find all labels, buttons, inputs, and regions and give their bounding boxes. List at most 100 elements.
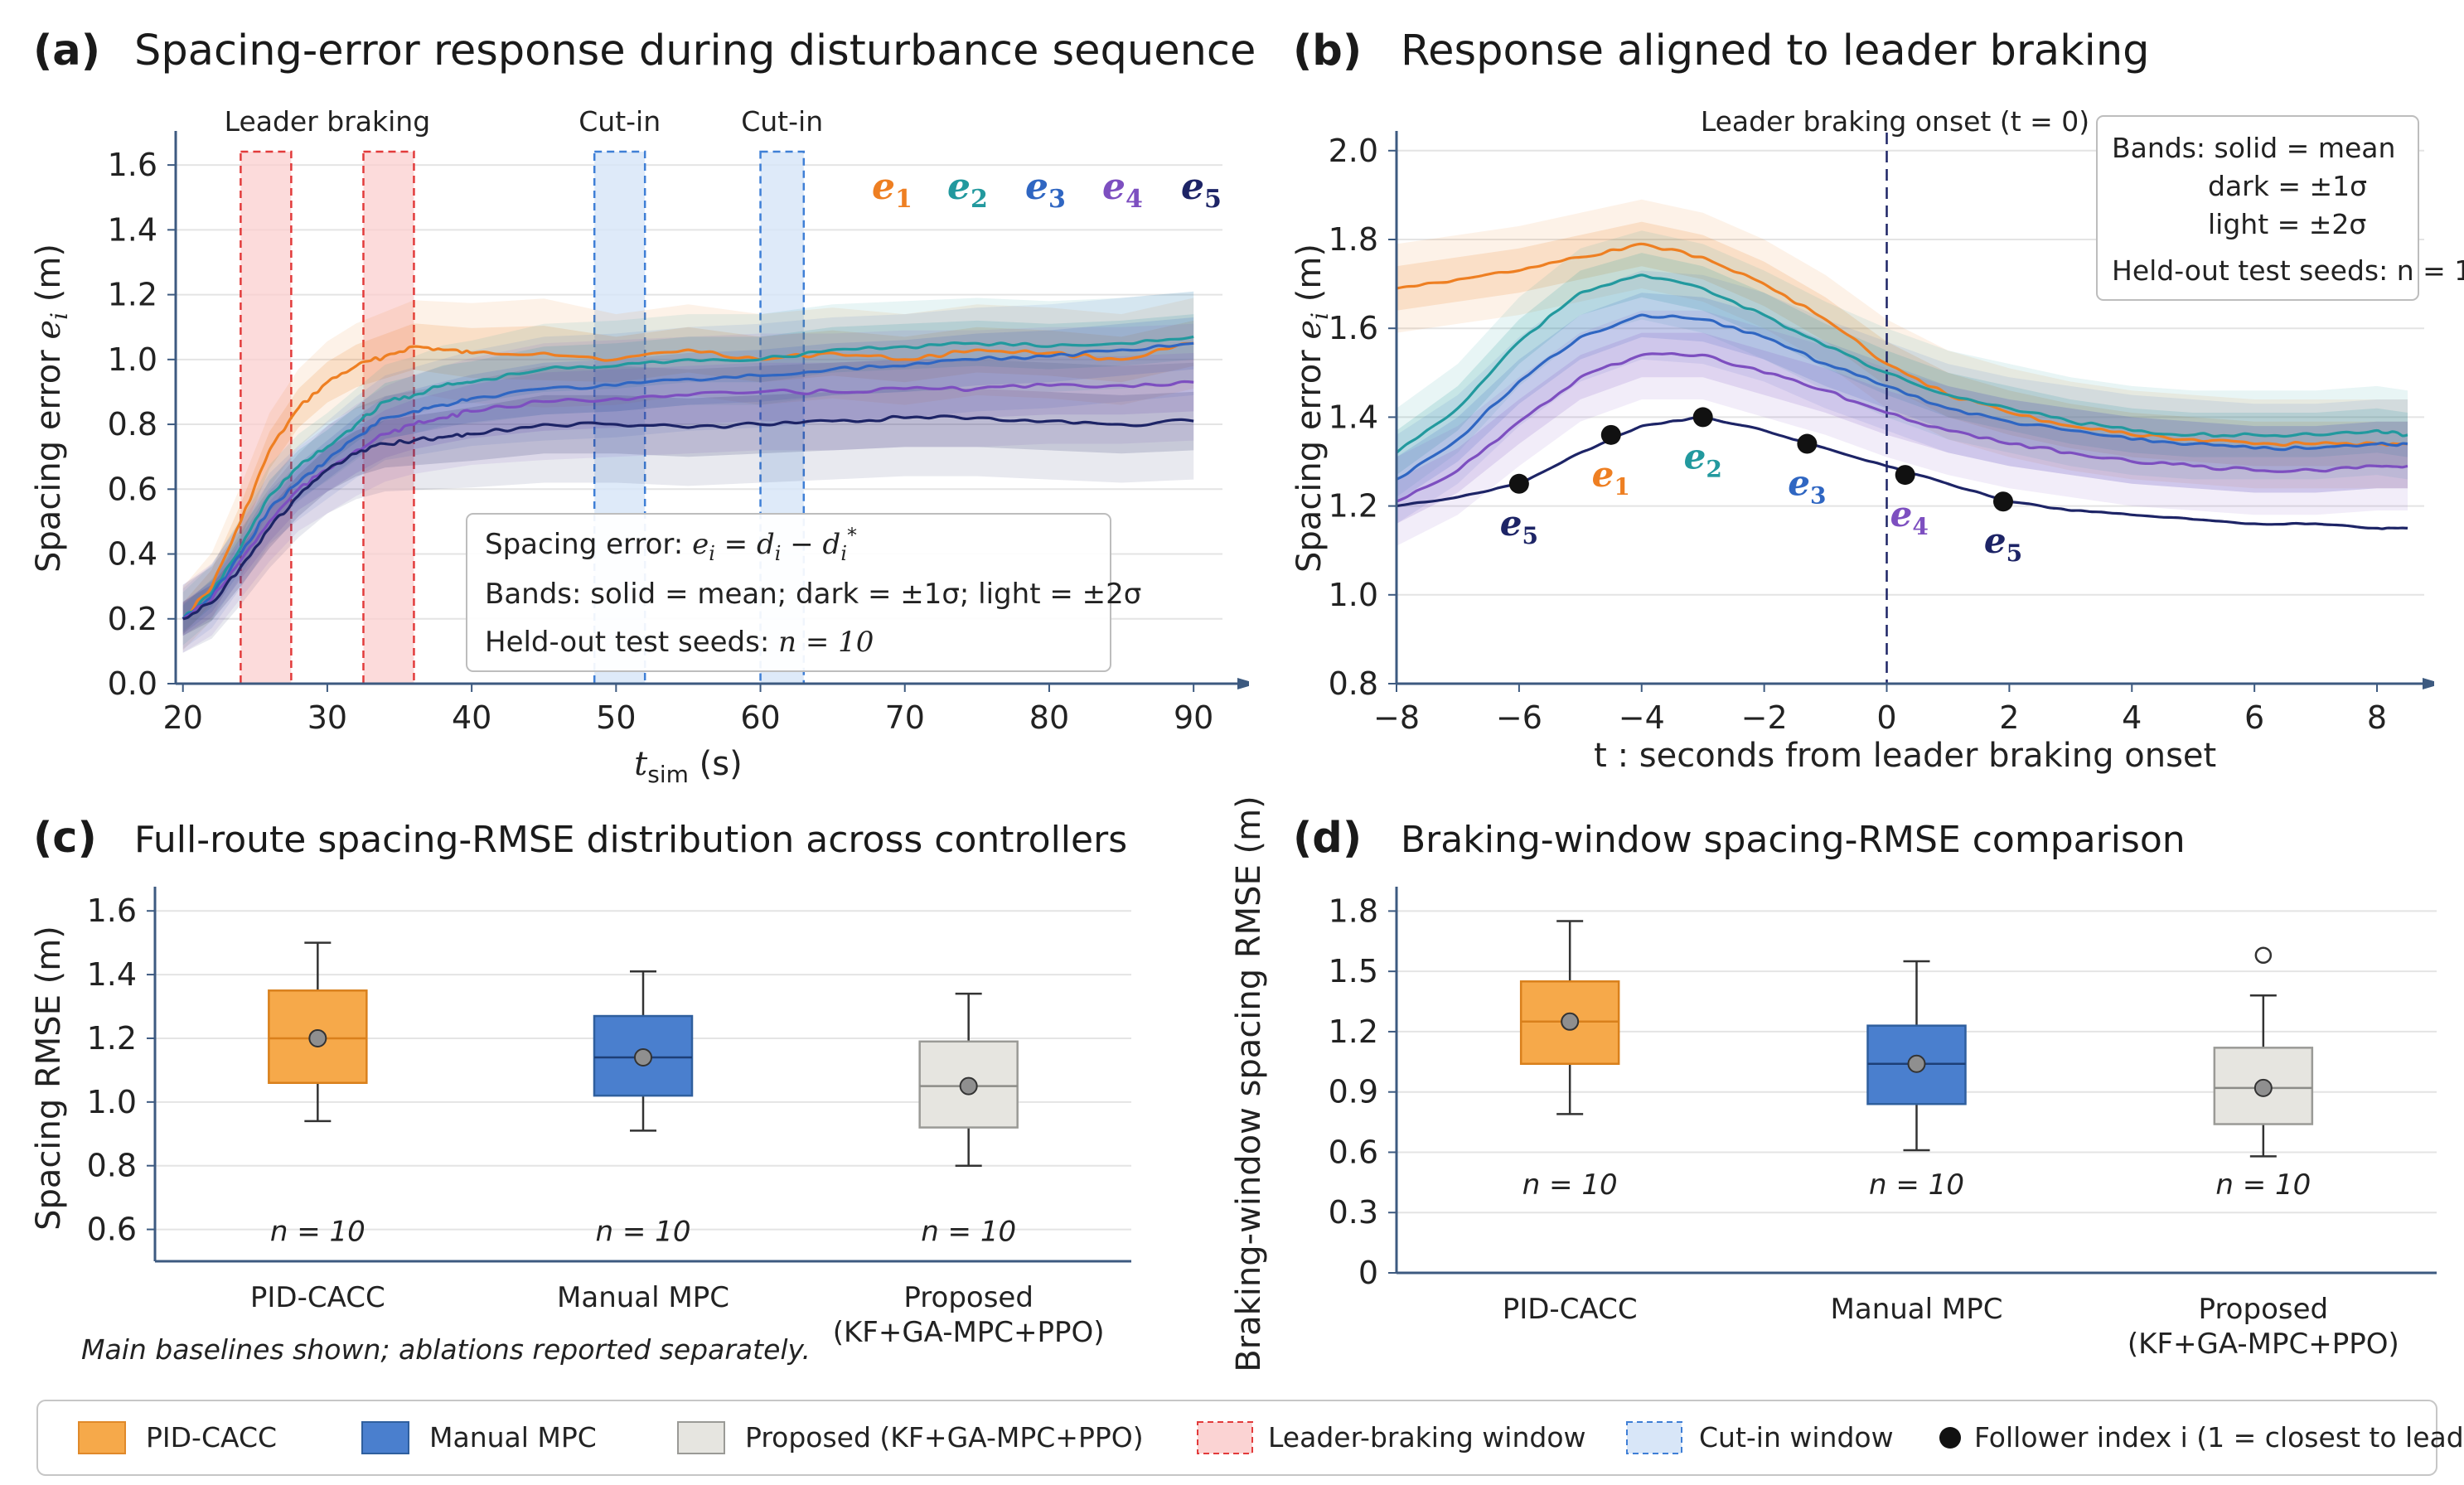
legend-proposed-swatch [677, 1421, 725, 1454]
legend-follower-dot [1939, 1427, 1961, 1449]
panel-c-footnote: Main baselines shown; ablations reported… [81, 1333, 811, 1366]
panel-a-xtick: 60 [740, 699, 780, 736]
panel-a-xtick: 70 [885, 699, 925, 736]
panel-b-ann-line3: light = ±2σ [2208, 208, 2366, 240]
panel-b-xtick: −4 [1619, 699, 1665, 736]
legend-mpc-swatch [361, 1421, 409, 1454]
panel-a-ytick: 0.2 [108, 601, 157, 637]
panel-b-xtick: 4 [2122, 699, 2142, 736]
panel-a-xtick: 80 [1029, 699, 1069, 736]
panel-b-follower-dot [1993, 491, 2013, 512]
legend-cutin-label: Cut-in window [1699, 1421, 1894, 1454]
panel-c-n-label: n = 10 [270, 1216, 365, 1249]
panel-a-ytick: 0.4 [108, 536, 157, 573]
panel-b-follower-dot [1895, 465, 1915, 486]
panel-a-ann-line2: Bands: solid = mean; dark = ±1σ; light =… [485, 578, 1141, 611]
panel-a-ytick: 0.6 [108, 471, 157, 507]
panel-c-category-label: PID-CACC [250, 1281, 385, 1314]
legend-braking-label: Leader-braking window [1268, 1421, 1586, 1454]
panel-d-category-label: Proposed [2199, 1293, 2329, 1326]
panel-d-ytick: 1.5 [1329, 953, 1378, 989]
panel-a-band-2sigma-e3 [182, 291, 1194, 650]
panel-b-ytick: 1.0 [1329, 577, 1378, 613]
panel-c-category-label: Proposed [903, 1281, 1034, 1314]
panel-a-ann-line1: Spacing error: ei = di − di* [485, 524, 857, 565]
panel-b-xtick: 6 [2244, 699, 2264, 736]
panel-a-band-2sigma-e2 [182, 291, 1194, 646]
panel-b-band-1sigma-e1 [1397, 221, 2408, 467]
panel-b-dot-label: e1 [1592, 454, 1630, 501]
panel-b-ytick: 1.8 [1329, 221, 1378, 258]
panel-b-xtick: 8 [2367, 699, 2387, 736]
panel-b-ytick: 0.8 [1329, 665, 1378, 702]
panel-d-category-label: (KF+GA-MPC+PPO) [2128, 1328, 2399, 1361]
panel-d-plot: 0 0.3 0.6 0.9 1.2 1.5 1.8 n = 10 PID-CACC n = 10 M… [1230, 796, 2437, 1372]
panel-b-line-e3 [1396, 313, 2408, 481]
panel-c-category-label: (KF+GA-MPC+PPO) [833, 1316, 1105, 1349]
panel-b-ylabel: Spacing error ei (m) [1290, 244, 1334, 573]
cutin-window-label: Cut-in [741, 105, 823, 138]
panel-b-dot-label: e5 [1500, 503, 1538, 549]
panel-d-mean-marker [1561, 1012, 1580, 1031]
panel-d-ytick: 0 [1358, 1255, 1378, 1291]
panel-a-letter: (a) [33, 27, 100, 75]
panel-c-ylabel: Spacing RMSE (m) [30, 926, 68, 1231]
panel-d-mean-marker [1907, 1054, 1926, 1073]
panel-b-ytick: 1.6 [1329, 310, 1378, 346]
panel-c-ytick: 1.2 [87, 1020, 137, 1057]
panel-b-band-2sigma-e2 [1397, 230, 2408, 497]
panel-a-ytick: 1.0 [108, 341, 157, 378]
legend-pid-swatch [78, 1421, 126, 1454]
panel-b-band-2sigma-e1 [1397, 199, 2408, 489]
panel-b-onset-label: Leader braking onset (t = 0) [1701, 105, 2089, 138]
panel-a-band-1sigma-e5 [182, 389, 1194, 636]
panel-d-ytick: 0.9 [1329, 1074, 1378, 1110]
panel-b-plot: 0.8 1.0 1.2 1.4 1.6 1.8 2.0 −8 −6 −4 −2 0 2 4 6 8 Leader… [1290, 105, 2464, 775]
panel-b-annotation-box [2096, 115, 2419, 301]
panel-b-band-1sigma-e4 [1397, 332, 2408, 524]
panel-b-line-e4 [1396, 351, 2408, 503]
panel-a-line-e5 [182, 414, 1194, 621]
panel-a-series-label: e5 [1181, 166, 1222, 214]
panel-a-series-label: e4 [1102, 166, 1143, 214]
panel-a-xlabel: tsim (s) [634, 745, 743, 788]
panel-b-band-1sigma-e2 [1397, 253, 2408, 476]
panel-c-category-label: Manual MPC [557, 1281, 729, 1314]
panel-b-follower-dot [1600, 424, 1621, 445]
panel-c-mean-marker [634, 1048, 652, 1067]
panel-d-mean-marker [2253, 1078, 2273, 1097]
panel-b-follower-dot [1508, 473, 1529, 494]
panel-b-ytick: 1.4 [1329, 399, 1378, 435]
panel-c-plot: 0.6 0.8 1.0 1.2 1.4 1.6 n = 10 PID-CACC n = 10 Ma… [30, 887, 1131, 1349]
legend-mpc-label: Manual MPC [429, 1421, 597, 1454]
panel-d-title: Braking-window spacing-RMSE comparison [1401, 819, 2186, 861]
legend-follower-label: Follower index i (1 = closest to leader) [1974, 1421, 2464, 1454]
panel-b-follower-dot [1692, 407, 1713, 428]
panel-d-ytick: 1.8 [1329, 892, 1378, 929]
panel-d-ylabel: Braking-window spacing RMSE (m) [1230, 796, 1268, 1372]
panel-a-series-label: e2 [947, 166, 988, 214]
panel-b-xtick: −6 [1496, 699, 1542, 736]
panel-b-xtick: 0 [1876, 699, 1896, 736]
panel-a-ytick: 1.6 [108, 147, 157, 183]
panel-d-outlier [2254, 946, 2273, 965]
panel-b-xlabel: t : seconds from leader braking onset [1594, 737, 2216, 775]
panel-d-letter: (d) [1293, 814, 1362, 863]
panel-a-line-e3 [182, 341, 1194, 620]
panel-b-xtick: −8 [1373, 699, 1420, 736]
panel-b-ann-line4: Held-out test seeds: n = 10 [2112, 254, 2464, 287]
panel-b-title: Response aligned to leader braking [1401, 27, 2150, 75]
panel-b-xtick: 2 [1999, 699, 2019, 736]
panel-c-n-label: n = 10 [596, 1216, 691, 1249]
braking-window-label: Leader braking [225, 105, 431, 138]
legend: PID-CACC Manual MPC Proposed (KF+GA-MPC+… [36, 1400, 2464, 1476]
panel-a-line-e1 [182, 341, 1194, 621]
panel-a-xtick: 40 [452, 699, 491, 736]
panel-a-xtick: 90 [1174, 699, 1213, 736]
panel-a-title: Spacing-error response during disturbanc… [134, 27, 1256, 75]
panel-c-ytick: 0.8 [87, 1148, 137, 1184]
panel-b-band-2sigma-e3 [1397, 270, 2408, 524]
panel-b-ytick: 2.0 [1329, 133, 1378, 169]
panel-a-ytick: 0.8 [108, 406, 157, 443]
panel-b-line-e2 [1395, 273, 2408, 454]
